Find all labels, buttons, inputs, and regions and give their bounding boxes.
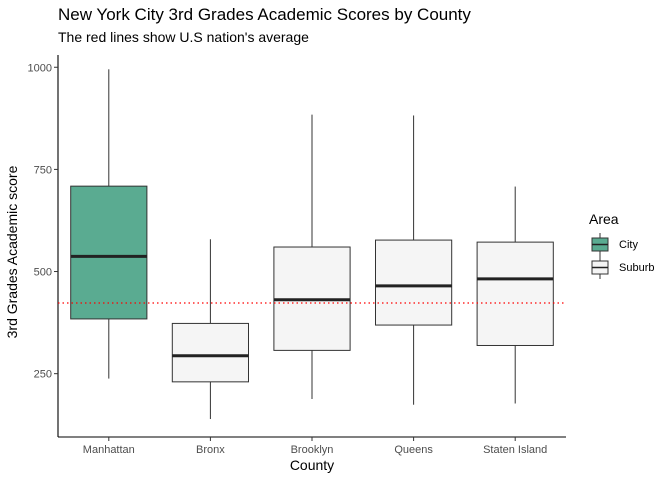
legend-label-suburb: Suburb xyxy=(619,262,654,274)
legend: Area City Suburb xyxy=(589,211,654,279)
chart-subtitle: The red lines show U.S nation's average xyxy=(58,29,309,45)
y-tick-label: 500 xyxy=(34,267,52,279)
legend-title: Area xyxy=(589,211,619,227)
y-axis-title: 3rd Grades Academic score xyxy=(4,165,20,338)
y-tick-label: 250 xyxy=(34,369,52,381)
chart-title: New York City 3rd Grades Academic Scores… xyxy=(58,5,471,24)
box-manhattan xyxy=(70,185,148,320)
x-tick-label: Brooklyn xyxy=(291,444,334,456)
x-tick-label: Manhattan xyxy=(83,444,135,456)
x-tick-label: Queens xyxy=(394,444,433,456)
y-tick-label: 1000 xyxy=(28,62,52,74)
y-tick-label: 750 xyxy=(34,164,52,176)
x-tick-label: Staten Island xyxy=(483,444,547,456)
box-bronx xyxy=(171,322,249,383)
plot-area: 250 500 750 1000 Manhattan Bronx Brooklyn Queen… xyxy=(28,55,566,456)
box-staten-island xyxy=(476,241,554,346)
x-tick-label: Bronx xyxy=(196,444,225,456)
legend-label-city: City xyxy=(619,239,638,251)
x-axis-title: County xyxy=(290,457,334,473)
box-queens xyxy=(375,239,453,326)
